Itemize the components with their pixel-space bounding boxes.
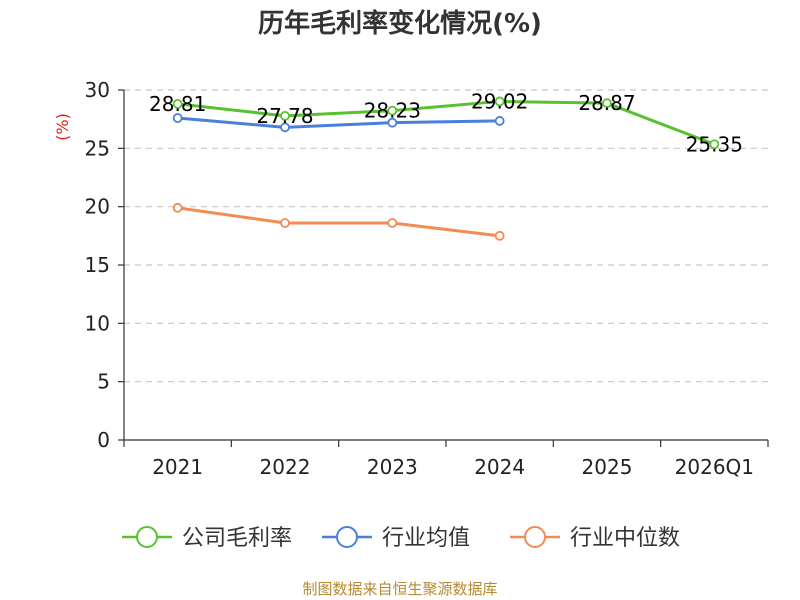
grid-lines xyxy=(124,89,768,383)
data-label-0-4: 28.87 xyxy=(578,91,635,115)
series-point-0-0 xyxy=(172,98,183,109)
series-line-0 xyxy=(177,99,715,146)
data-label-0-2: 28.23 xyxy=(364,99,421,123)
y-tick-label-5: 5 xyxy=(97,370,110,394)
legend-marker-2 xyxy=(524,526,546,548)
series-line-2 xyxy=(177,206,500,238)
y-tick-label-20: 20 xyxy=(85,195,110,219)
data-label-0-3: 29.02 xyxy=(471,89,528,113)
legend-marker-0 xyxy=(136,526,158,548)
x-tick-label-2022: 2022 xyxy=(260,455,311,479)
series-point-1-2 xyxy=(387,117,398,128)
x-tick-label-2025: 2025 xyxy=(582,455,633,479)
y-tick-label-15: 15 xyxy=(85,253,110,277)
legend-label-0: 公司毛利率 xyxy=(182,526,292,551)
series-point-1-1 xyxy=(280,122,290,133)
y-tick-label-30: 30 xyxy=(85,78,110,102)
data-label-0-5: 25.35 xyxy=(686,132,743,156)
data-label-0-0: 28.81 xyxy=(149,92,206,116)
series-point-0-1 xyxy=(280,111,290,121)
data-labels: 28.81 27.78 28.23 29.02 28.87 25.35 xyxy=(149,89,743,156)
chart-title: 历年毛利率变化情况(%) xyxy=(258,8,542,39)
source-note: 制图数据来自恒生聚源数据库 xyxy=(302,580,497,598)
y-tick-label-10: 10 xyxy=(85,311,110,335)
series-point-0-4 xyxy=(602,98,612,109)
series-point-1-0 xyxy=(172,113,183,123)
series-point-1-3 xyxy=(494,116,505,126)
y-axis-label: (%) xyxy=(53,113,72,141)
y-tick-label-0: 0 xyxy=(97,428,110,452)
x-tick-label-2026Q1: 2026Q1 xyxy=(675,455,754,479)
x-tick-label-2024: 2024 xyxy=(474,455,525,479)
series-point-2-1 xyxy=(280,218,290,228)
series-point-2-0 xyxy=(172,202,183,213)
legend: 公司毛利率 行业均值 行业中位数 xyxy=(122,526,680,551)
series-point-2-3 xyxy=(494,230,505,241)
series-line-1 xyxy=(177,116,500,129)
x-tick-label-2023: 2023 xyxy=(367,455,418,479)
series-point-0-2 xyxy=(387,105,398,116)
data-label-0-1: 27.78 xyxy=(256,104,313,128)
legend-marker-1 xyxy=(336,526,358,548)
series-point-0-3 xyxy=(494,96,505,107)
series-point-2-2 xyxy=(387,218,398,228)
legend-label-1: 行业均值 xyxy=(382,526,470,551)
series-point-0-5 xyxy=(709,139,720,150)
series-lines xyxy=(172,96,720,241)
legend-label-2: 行业中位数 xyxy=(570,526,680,551)
x-tick-label-2021: 2021 xyxy=(152,455,203,479)
y-tick-label-25: 25 xyxy=(85,136,110,160)
